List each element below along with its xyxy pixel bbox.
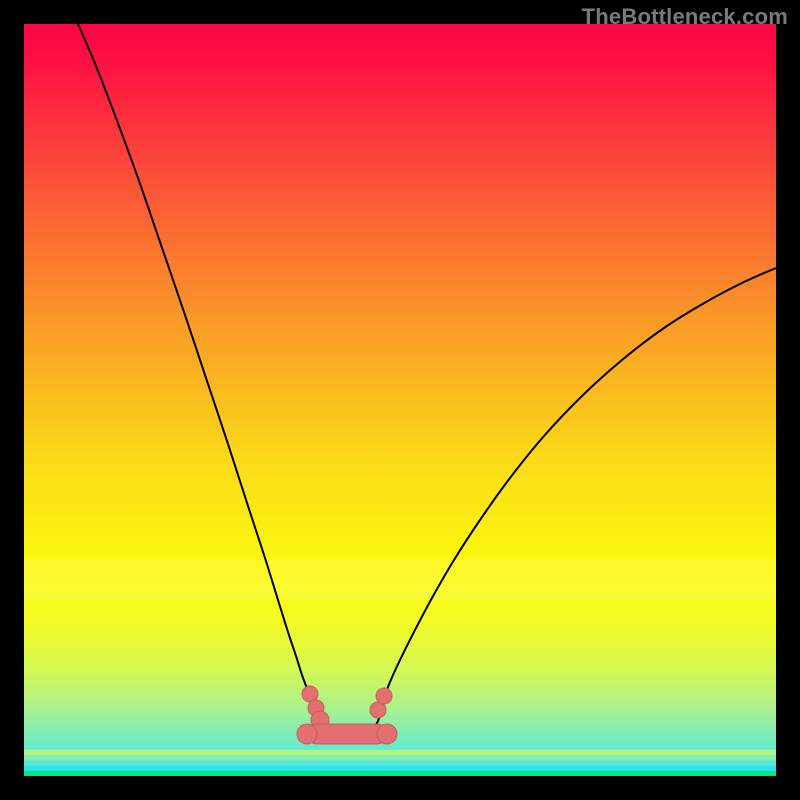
green-bottom-band xyxy=(24,750,776,777)
valley-capsule xyxy=(307,724,387,744)
chart-frame: TheBottleneck.com xyxy=(0,0,800,800)
reflection-band xyxy=(24,560,776,600)
marker-dot xyxy=(297,724,317,744)
marker-dot xyxy=(377,724,397,744)
chart-svg xyxy=(0,0,800,800)
watermark-text: TheBottleneck.com xyxy=(582,4,788,30)
marker-dot xyxy=(376,688,392,704)
gradient-background xyxy=(24,24,776,776)
